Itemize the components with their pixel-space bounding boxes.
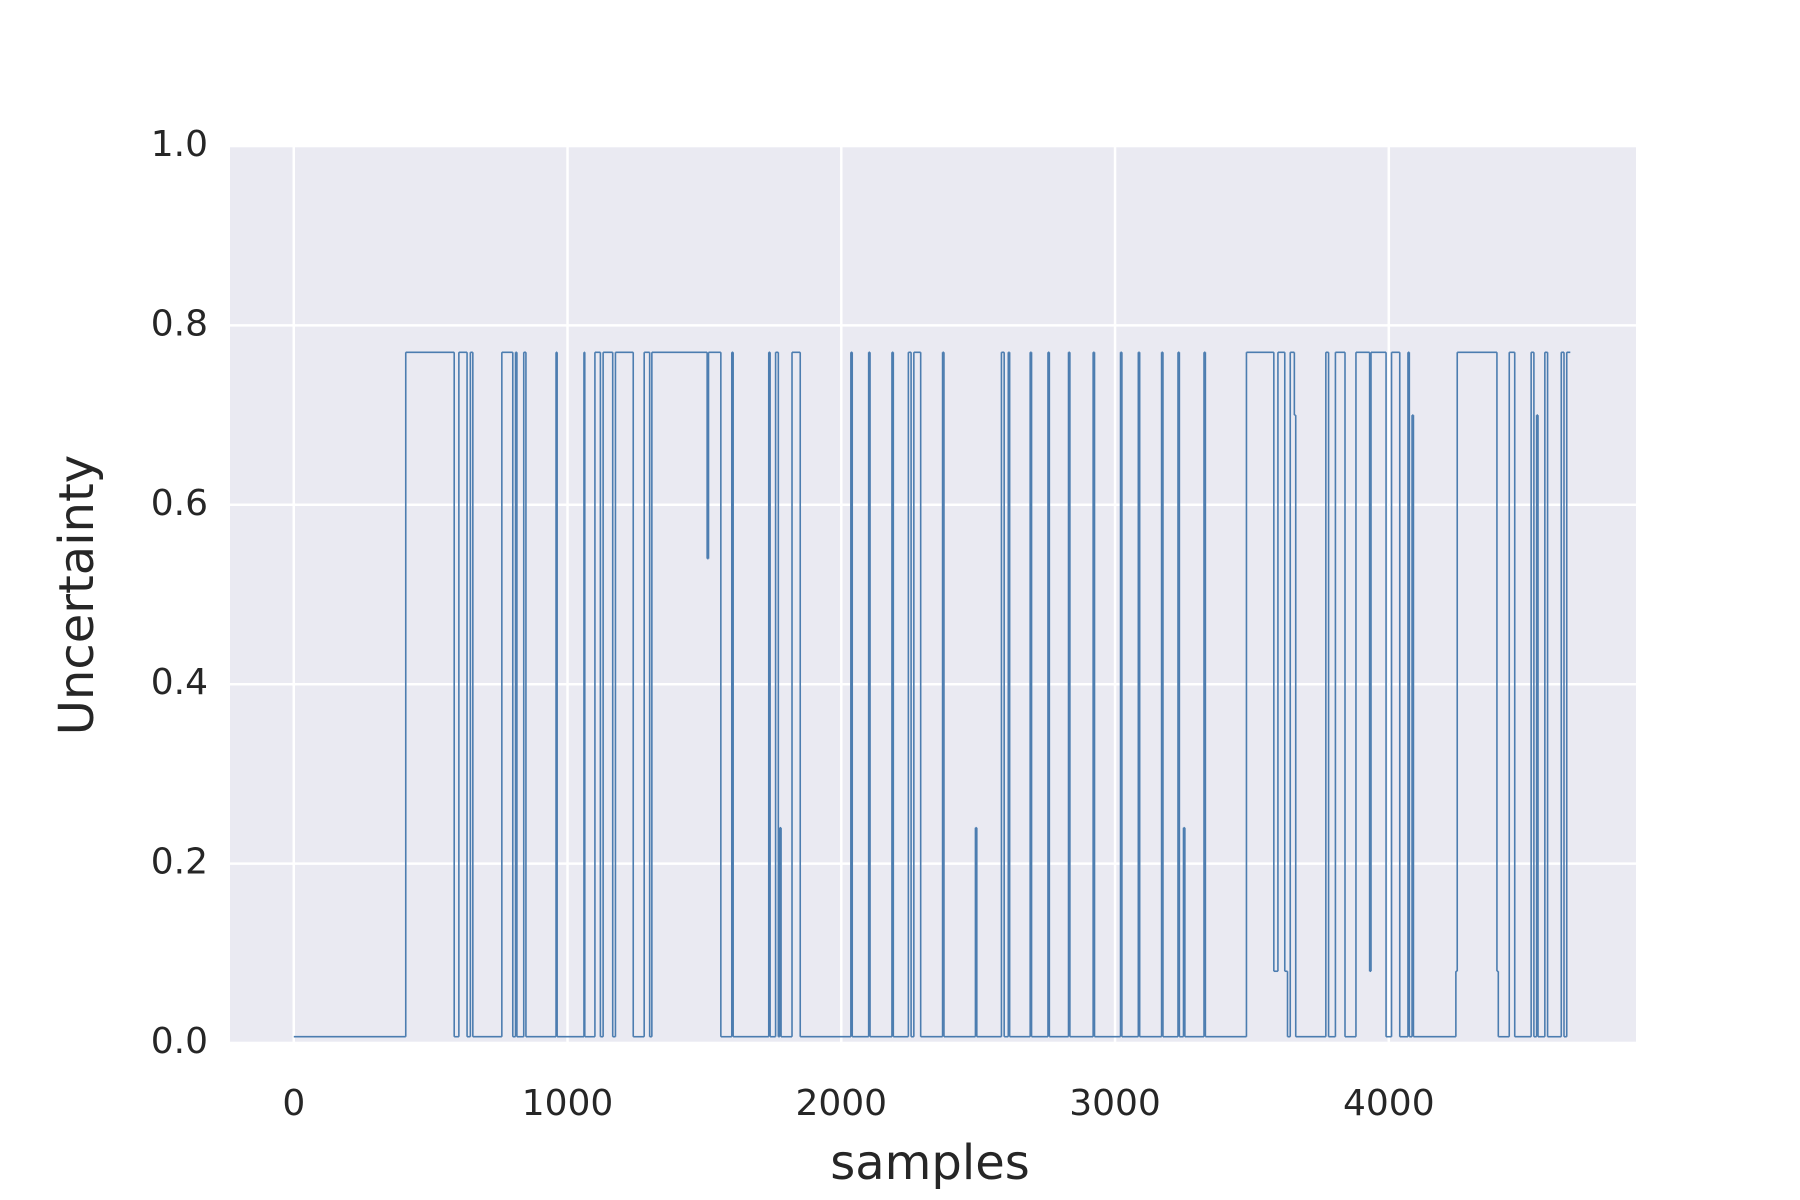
y-axis-label: Uncertainty <box>49 455 105 735</box>
x-tick-label: 1000 <box>522 1083 614 1124</box>
x-tick-label: 3000 <box>1069 1083 1161 1124</box>
y-tick-label: 1.0 <box>151 124 208 165</box>
x-tick-label: 4000 <box>1343 1083 1435 1124</box>
y-tick-label: 0.2 <box>151 842 208 883</box>
y-tick-label: 0.4 <box>151 662 208 703</box>
x-axis-label: samples <box>830 1135 1030 1191</box>
y-tick-label: 0.6 <box>151 483 208 524</box>
x-tick-label: 2000 <box>795 1083 887 1124</box>
y-tick-label: 0.0 <box>151 1021 208 1062</box>
plot-area <box>230 146 1636 1043</box>
y-tick-label: 0.8 <box>151 303 208 344</box>
x-tick-label: 0 <box>282 1083 305 1124</box>
